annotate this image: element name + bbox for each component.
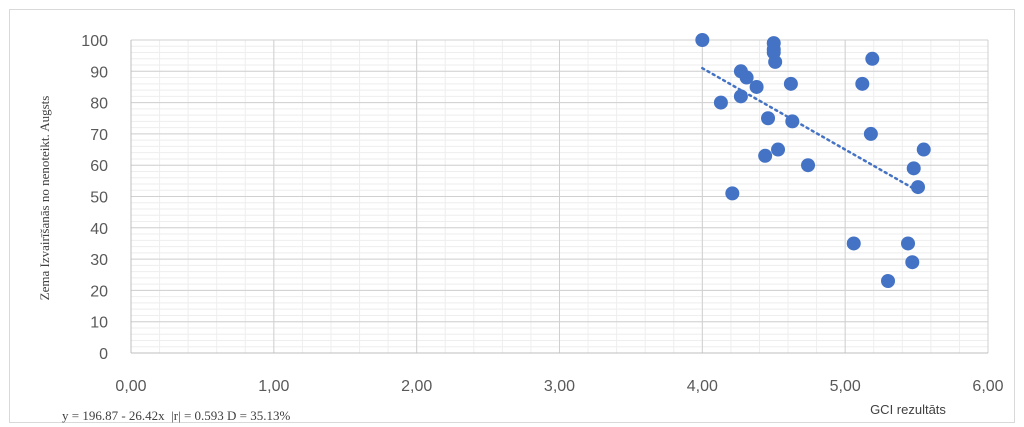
data-point	[758, 148, 773, 163]
data-point	[733, 89, 748, 104]
x-axis-label: GCI rezultāts	[870, 402, 946, 417]
y-tick-label: 0	[99, 346, 108, 363]
y-tick-label: 90	[90, 64, 108, 81]
x-tick-label: 2,00	[401, 378, 432, 395]
y-tick-label: 10	[90, 315, 108, 332]
data-point	[846, 236, 861, 251]
data-point	[713, 95, 728, 110]
x-tick-labels: 0,00 1,00 2,00 3,00 4,00 5,00 6,00	[115, 378, 1003, 395]
y-tick-label: 70	[90, 127, 108, 144]
x-tick-label: 0,00	[115, 378, 146, 395]
data-point	[855, 76, 870, 91]
data-point	[749, 79, 764, 94]
data-point	[881, 274, 896, 289]
y-tick-label: 40	[90, 221, 108, 238]
data-points	[695, 33, 931, 289]
data-point	[739, 70, 754, 85]
data-point	[906, 161, 921, 176]
y-tick-label: 60	[90, 158, 108, 175]
y-tick-labels: 0 10 20 30 40 50 60 70 80 90 100	[81, 33, 108, 363]
data-point	[761, 111, 776, 126]
data-point	[768, 54, 783, 69]
axes	[130, 40, 988, 354]
data-point	[863, 126, 878, 141]
data-point	[905, 255, 920, 270]
data-point	[725, 186, 740, 201]
x-tick-label: 4,00	[687, 378, 718, 395]
data-point	[695, 33, 710, 47]
x-tick-label: 5,00	[830, 378, 861, 395]
data-point	[783, 76, 798, 91]
data-point	[801, 158, 816, 173]
data-point	[771, 142, 786, 157]
y-axis-label: Zema Izvairīšanās no nenoteikt. Augsts	[37, 96, 52, 301]
y-tick-label: 80	[90, 96, 108, 113]
x-tick-label: 3,00	[544, 378, 575, 395]
regression-equation: y = 196.87 - 26.42x |r| = 0.593 D = 35.1…	[62, 408, 290, 423]
x-tick-label: 6,00	[972, 378, 1003, 395]
y-tick-label: 100	[81, 33, 108, 50]
trendline-segment	[701, 66, 918, 192]
y-tick-label: 50	[90, 190, 108, 207]
data-point	[865, 51, 880, 66]
data-point	[901, 236, 916, 251]
data-point	[916, 142, 931, 157]
y-tick-label: 30	[90, 252, 108, 269]
x-tick-label: 1,00	[258, 378, 289, 395]
data-point	[785, 114, 800, 129]
data-point	[911, 180, 926, 195]
trendline	[701, 66, 918, 192]
y-tick-label: 20	[90, 283, 108, 300]
